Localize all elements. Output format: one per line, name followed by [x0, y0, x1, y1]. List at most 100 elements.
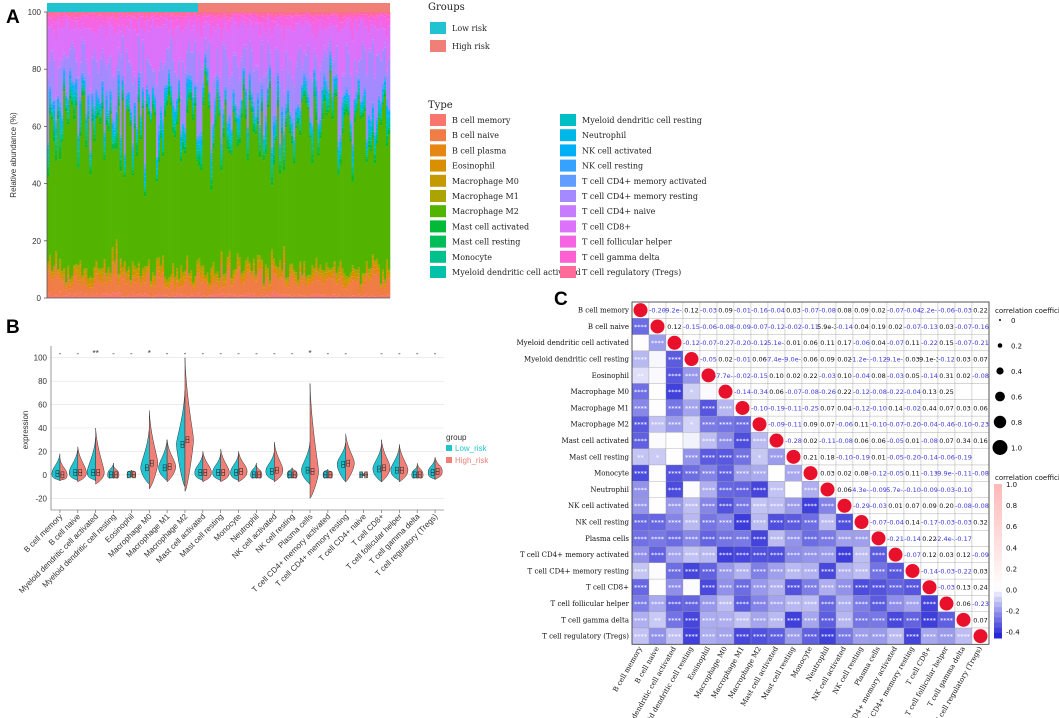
bar-segment — [279, 169, 282, 174]
stacked-bar-sample — [337, 12, 340, 298]
bar-segment — [347, 17, 350, 21]
bar-segment — [192, 113, 195, 118]
bar-segment — [343, 20, 346, 28]
bar-segment — [234, 116, 237, 119]
stacked-bar-sample — [49, 12, 52, 298]
bar-segment — [262, 158, 266, 161]
stacked-bar-sample — [125, 12, 129, 298]
bar-segment — [111, 143, 114, 150]
bar-segment — [202, 100, 205, 104]
bar-segment — [204, 56, 207, 61]
bar-segment — [168, 16, 171, 21]
bar-segment — [53, 104, 56, 110]
bar-segment — [119, 137, 122, 141]
bar-segment — [212, 142, 215, 147]
bar-segment — [365, 149, 369, 153]
bar-segment — [224, 98, 227, 100]
bar-segment — [115, 244, 118, 251]
bar-segment — [337, 272, 340, 276]
bar-segment — [77, 146, 80, 152]
bar-segment — [323, 270, 326, 273]
bar-segment — [194, 100, 197, 103]
bar-segment — [355, 71, 359, 76]
bar-segment — [176, 97, 179, 99]
bar-segment — [180, 13, 183, 20]
bar-segment — [137, 262, 141, 265]
bar-segment — [115, 239, 118, 245]
bar-segment — [323, 80, 326, 85]
bar-segment — [151, 108, 155, 110]
bar-segment — [323, 86, 326, 89]
bar-segment — [125, 51, 129, 93]
bar-segment — [77, 168, 80, 266]
bar-segment — [115, 137, 118, 143]
correlation-value: -0.17 — [921, 518, 938, 526]
bar-segment — [113, 17, 116, 21]
bar-segment — [260, 107, 264, 112]
bar-segment — [59, 101, 62, 107]
bar-segment — [198, 147, 201, 151]
bar-segment — [63, 271, 66, 275]
bar-segment — [51, 116, 54, 120]
significance-label: * — [308, 349, 311, 358]
bar-segment — [359, 296, 363, 298]
legend-low-risk-swatch — [430, 22, 446, 34]
bar-segment — [238, 121, 241, 126]
bar-segment — [172, 123, 175, 127]
bar-segment — [202, 65, 205, 69]
bar-segment — [359, 118, 363, 285]
bar-segment — [115, 12, 118, 19]
bar-segment — [129, 115, 133, 117]
bar-segment — [87, 13, 90, 17]
significance-stars: **** — [753, 437, 767, 445]
bar-segment — [339, 272, 342, 277]
correlation-value: -0.14 — [921, 453, 938, 461]
bar-segment — [216, 278, 219, 282]
bar-segment — [159, 271, 163, 275]
correlation-value: 0.06 — [871, 437, 885, 445]
bar-segment — [240, 105, 244, 108]
bar-segment — [240, 112, 244, 116]
stacked-bar-sample — [258, 12, 262, 298]
bar-segment — [93, 123, 96, 127]
bar-segment — [145, 100, 149, 103]
bar-segment — [321, 59, 324, 87]
bar-segment — [230, 149, 233, 153]
bar-segment — [67, 55, 70, 58]
bar-segment — [85, 12, 88, 16]
bar-segment — [287, 89, 290, 91]
bar-segment — [367, 144, 371, 148]
bar-segment — [283, 159, 286, 166]
bar-segment — [67, 271, 70, 274]
stacked-bar-sample — [281, 12, 284, 298]
bar-segment — [228, 128, 231, 134]
stacked-bar-sample — [170, 12, 173, 298]
bar-segment — [331, 26, 334, 59]
bar-segment — [341, 132, 344, 134]
bar-segment — [131, 84, 135, 143]
bar-segment — [246, 132, 250, 138]
bar-segment — [125, 99, 129, 103]
bar-segment — [63, 91, 66, 269]
bar-segment — [214, 273, 217, 279]
correlation-value: -0.06 — [938, 307, 955, 315]
bar-segment — [125, 26, 129, 49]
bar-segment — [168, 76, 171, 78]
bar-segment — [285, 17, 288, 27]
bar-segment — [307, 101, 310, 104]
bar-segment — [379, 15, 383, 23]
bar-segment — [69, 86, 72, 91]
y-tick-label: 0 — [37, 294, 42, 303]
bar-segment — [339, 158, 342, 165]
bar-segment — [206, 66, 209, 70]
bar-segment — [329, 51, 332, 55]
bar-segment — [240, 98, 244, 100]
bar-segment — [242, 75, 246, 78]
bar-segment — [305, 276, 308, 279]
bar-segment — [268, 72, 272, 76]
bar-segment — [214, 123, 217, 126]
bar-segment — [331, 119, 334, 268]
bar-segment — [159, 112, 163, 116]
bar-segment — [315, 264, 318, 269]
